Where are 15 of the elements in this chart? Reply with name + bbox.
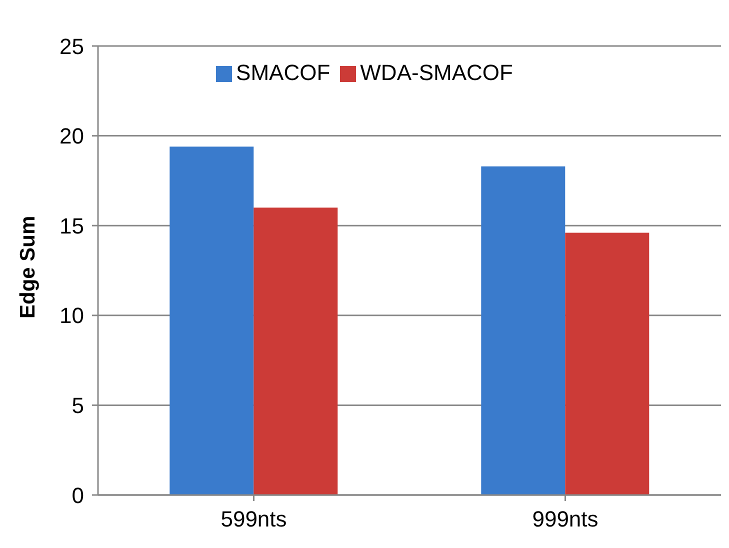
x-tick-label: 599nts (220, 506, 287, 532)
y-tick-label: 5 (72, 393, 84, 418)
y-tick-label: 0 (72, 482, 84, 508)
y-tick-label: 25 (60, 34, 84, 59)
y-tick-label: 10 (60, 303, 84, 328)
legend-label: SMACOF (236, 60, 330, 85)
y-tick-label: 20 (60, 124, 84, 149)
bar (254, 208, 338, 495)
bar (565, 232, 650, 495)
legend-label: WDA-SMACOF (360, 60, 513, 85)
bar (481, 166, 566, 495)
x-tick-label: 999nts (532, 506, 598, 532)
bar (170, 146, 254, 495)
y-tick-label: 15 (60, 213, 84, 238)
y-axis-title: Edge Sum (16, 216, 40, 318)
